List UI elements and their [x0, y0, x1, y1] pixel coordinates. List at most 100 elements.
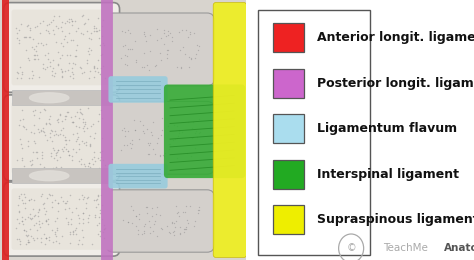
- Point: [91, 69, 99, 73]
- Point: [85, 46, 92, 50]
- Point: [41, 53, 48, 57]
- Point: [53, 228, 61, 232]
- Point: [130, 118, 138, 122]
- Point: [76, 65, 84, 69]
- Point: [169, 138, 176, 142]
- Point: [91, 215, 99, 219]
- Point: [55, 14, 63, 18]
- Point: [146, 143, 153, 147]
- Point: [64, 110, 72, 114]
- Point: [194, 48, 202, 52]
- Point: [68, 158, 76, 162]
- Point: [168, 221, 175, 225]
- Point: [82, 21, 89, 25]
- Point: [154, 38, 161, 42]
- Point: [136, 212, 143, 216]
- Point: [191, 56, 199, 61]
- Point: [76, 221, 83, 225]
- Text: Posterior longit. ligament: Posterior longit. ligament: [317, 77, 474, 90]
- Point: [96, 112, 103, 116]
- Point: [39, 19, 46, 23]
- Point: [157, 36, 165, 41]
- Point: [81, 121, 89, 126]
- Point: [42, 218, 50, 223]
- Point: [127, 47, 134, 51]
- Point: [25, 144, 32, 148]
- Point: [98, 115, 106, 120]
- Point: [100, 41, 107, 46]
- Point: [124, 220, 132, 224]
- Point: [152, 152, 159, 156]
- Point: [78, 228, 85, 232]
- FancyBboxPatch shape: [273, 160, 304, 188]
- Point: [34, 24, 41, 28]
- Point: [47, 151, 55, 155]
- Point: [91, 159, 99, 163]
- Point: [16, 242, 24, 246]
- Point: [69, 210, 76, 214]
- Point: [52, 24, 59, 28]
- Point: [18, 158, 26, 162]
- Point: [18, 22, 25, 26]
- Point: [30, 223, 38, 227]
- Point: [66, 230, 74, 234]
- Point: [90, 26, 98, 30]
- Point: [16, 237, 23, 241]
- Point: [173, 156, 181, 160]
- Bar: [12, 90, 111, 105]
- Point: [51, 198, 59, 203]
- Point: [83, 29, 91, 33]
- Point: [27, 163, 35, 167]
- Point: [54, 26, 61, 30]
- Point: [101, 162, 109, 167]
- Point: [166, 231, 174, 236]
- Point: [13, 217, 21, 221]
- Point: [51, 156, 58, 160]
- Point: [72, 232, 80, 237]
- Point: [69, 38, 77, 42]
- Point: [63, 216, 70, 220]
- Point: [145, 141, 152, 145]
- Point: [27, 129, 35, 134]
- Point: [48, 228, 56, 232]
- Point: [195, 116, 203, 121]
- Point: [143, 38, 150, 43]
- Point: [42, 209, 49, 213]
- Point: [144, 151, 152, 155]
- Point: [66, 232, 73, 236]
- Point: [64, 149, 72, 153]
- Point: [94, 202, 102, 206]
- Point: [135, 228, 142, 232]
- Point: [136, 217, 143, 222]
- Point: [58, 119, 66, 124]
- Point: [42, 219, 49, 223]
- Point: [98, 203, 105, 207]
- FancyBboxPatch shape: [4, 3, 119, 92]
- Point: [15, 28, 23, 32]
- Point: [188, 136, 196, 140]
- Point: [96, 72, 104, 76]
- Point: [183, 151, 191, 155]
- Point: [59, 126, 67, 130]
- Point: [55, 209, 62, 213]
- Point: [26, 76, 33, 80]
- FancyBboxPatch shape: [106, 190, 214, 252]
- Point: [33, 228, 40, 232]
- Point: [99, 230, 107, 234]
- Point: [149, 229, 156, 233]
- Point: [188, 126, 195, 130]
- Point: [55, 241, 63, 245]
- Point: [64, 68, 72, 72]
- Point: [90, 136, 98, 141]
- Point: [191, 219, 199, 223]
- Point: [164, 48, 172, 52]
- Point: [156, 51, 164, 55]
- Point: [50, 73, 58, 77]
- Point: [188, 56, 195, 60]
- Point: [50, 32, 58, 36]
- Point: [42, 236, 49, 240]
- Point: [56, 113, 64, 118]
- Point: [142, 205, 150, 209]
- Point: [84, 106, 91, 110]
- Point: [84, 216, 91, 220]
